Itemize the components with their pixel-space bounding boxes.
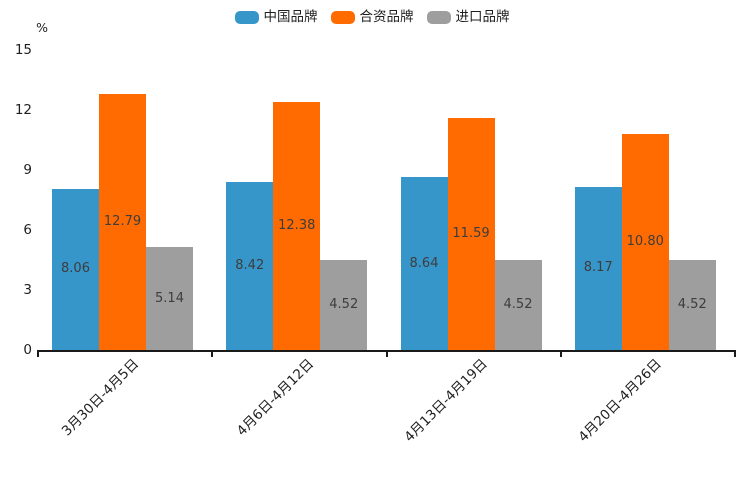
bar-value-label: 4.52 bbox=[503, 296, 533, 312]
x-tick-mark bbox=[559, 350, 562, 357]
y-tick-label: 15 bbox=[14, 42, 32, 58]
bar-合资品牌-4 bbox=[621, 134, 669, 350]
bar-中国品牌-2 bbox=[226, 181, 274, 350]
bar-进口品牌-1 bbox=[146, 247, 193, 350]
y-tick-label: 12 bbox=[14, 102, 32, 118]
x-axis-label: 4月6日-4月12日 bbox=[233, 356, 317, 440]
bar-合资品牌-1 bbox=[99, 94, 146, 350]
legend-item-2: 进口品牌 bbox=[426, 9, 510, 25]
bar-value-label: 4.52 bbox=[329, 296, 359, 312]
bar-value-label: 8.17 bbox=[583, 260, 613, 276]
x-axis-label: 4月20日-4月26日 bbox=[575, 356, 666, 446]
x-tick-mark bbox=[734, 350, 736, 357]
bar-合资品牌-3 bbox=[447, 118, 495, 350]
bar-value-label: 11.59 bbox=[452, 226, 490, 242]
legend-item-label: 中国品牌 bbox=[263, 9, 318, 25]
x-axis-label: 4月13日-4月19日 bbox=[401, 356, 491, 446]
bar-进口品牌-4 bbox=[668, 259, 716, 350]
y-tick-label: 3 bbox=[23, 282, 32, 298]
legend-item-1: 合资品牌 bbox=[330, 9, 414, 25]
bar-合资品牌-2 bbox=[273, 102, 321, 350]
y-axis-unit-label: % bbox=[36, 20, 48, 35]
chart-legend: 中国品牌 合资品牌 进口品牌 bbox=[0, 9, 744, 25]
bar-value-label: 8.42 bbox=[235, 257, 265, 273]
bar-value-label: 5.14 bbox=[155, 290, 184, 306]
bar-中国品牌-1 bbox=[52, 188, 99, 350]
bar-进口品牌-2 bbox=[320, 259, 368, 350]
x-axis-label: 3月30日-4月5日 bbox=[59, 356, 143, 440]
legend-item-0: 中国品牌 bbox=[234, 9, 318, 25]
y-tick-label: 6 bbox=[23, 222, 32, 238]
legend-item-label: 进口品牌 bbox=[455, 9, 510, 25]
bar-value-label: 12.79 bbox=[103, 214, 142, 230]
y-tick-label: 0 bbox=[23, 342, 32, 358]
y-tick-label: 9 bbox=[23, 162, 32, 178]
bar-中国品牌-3 bbox=[400, 177, 448, 350]
x-tick-mark bbox=[211, 350, 214, 357]
bar-value-label: 12.38 bbox=[278, 218, 316, 234]
bar-value-label: 8.64 bbox=[409, 255, 439, 271]
bar-value-label: 4.52 bbox=[677, 296, 707, 312]
bar-中国品牌-4 bbox=[574, 186, 622, 350]
x-tick-mark bbox=[37, 350, 39, 357]
x-tick-mark bbox=[385, 350, 388, 357]
legend-item-label: 合资品牌 bbox=[359, 9, 414, 25]
bar-value-label: 10.80 bbox=[626, 234, 664, 249]
legend-swatch-icon bbox=[234, 10, 259, 24]
bar-value-label: 8.06 bbox=[61, 261, 90, 277]
legend-swatch-icon bbox=[330, 10, 355, 24]
bar-进口品牌-3 bbox=[494, 259, 542, 350]
legend-swatch-icon bbox=[426, 10, 451, 24]
